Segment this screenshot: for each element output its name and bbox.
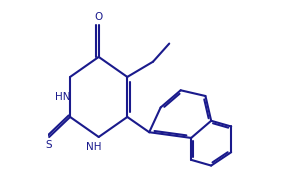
Text: HN: HN: [55, 92, 70, 102]
Text: S: S: [46, 140, 53, 150]
Text: NH: NH: [86, 142, 102, 151]
Text: O: O: [95, 12, 103, 22]
